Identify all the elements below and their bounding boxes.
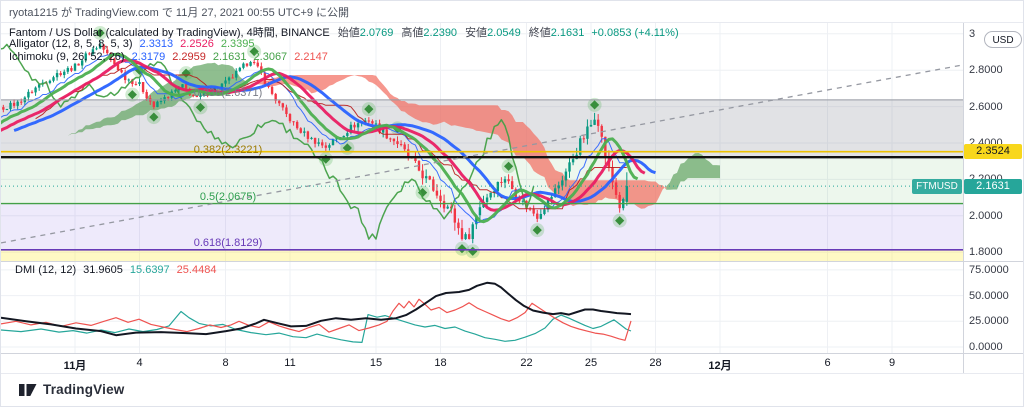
legend-ohlc-label: 安値 bbox=[465, 27, 488, 39]
price-tick-label: 3 bbox=[969, 28, 976, 40]
legend-indicator-value: 15.6397 bbox=[129, 264, 170, 276]
price-tick-label: 2.6000 bbox=[969, 100, 1003, 113]
time-tick-label: 4 bbox=[136, 357, 143, 369]
legend-indicator-value: 2.2526 bbox=[180, 38, 214, 50]
time-tick-label: 11月 bbox=[63, 360, 87, 372]
hline-price-badge: 2.3524 bbox=[964, 144, 1022, 160]
legend-ohlc-label: 始値 bbox=[337, 27, 360, 39]
legend-indicator-value: 2.3313 bbox=[139, 38, 174, 50]
legend-dmi-name: DMI (12, 12) bbox=[15, 264, 77, 276]
fib-level-label: 0.5(2.0675) bbox=[199, 190, 257, 203]
candlestick-series bbox=[2, 40, 629, 244]
publish-info[interactable]: ryota1215 が TradingView.com で 11月 27, 20… bbox=[9, 7, 350, 19]
time-tick-label: 9 bbox=[888, 357, 896, 369]
time-tick-label: 6 bbox=[824, 357, 831, 369]
legend-ohlc-value: 2.0549 bbox=[487, 27, 521, 39]
legend-ohlc-value: 2.2390 bbox=[423, 27, 458, 39]
legend-ohlc-pair: 安値2.0549 bbox=[465, 27, 521, 39]
legend-symbol-title: Fantom / US Dollar (calculated by Tradin… bbox=[9, 27, 330, 39]
fib-level-label: 0.236(2.6371) bbox=[193, 86, 263, 99]
dmi-pane bbox=[1, 281, 632, 343]
legend-ohlc-pair: 始値2.0769 bbox=[338, 27, 394, 39]
time-tick-label: 25 bbox=[584, 357, 598, 369]
price-tick-label: 2.8000 bbox=[969, 64, 1003, 77]
legend-ohlc-pair: 終値2.1631 bbox=[529, 27, 585, 39]
fractal-markers bbox=[93, 25, 627, 259]
tradingview-logo-text: TradingView bbox=[43, 382, 125, 397]
dmi-tick-label: 25.0000 bbox=[969, 315, 1009, 328]
legend-indicator-value: 2.2959 bbox=[172, 51, 206, 63]
legend-alligator-row[interactable]: Alligator (12, 8, 5, 8, 5, 3) 2.3313 2.252… bbox=[9, 38, 254, 50]
legend-indicator-value: 2.3395 bbox=[220, 38, 255, 50]
dmi-tick-label: 75.0000 bbox=[969, 263, 1009, 276]
level-lines bbox=[1, 64, 963, 251]
legend-indicator-value: 2.3179 bbox=[131, 51, 166, 63]
dmi-tick-label: 50.0000 bbox=[969, 289, 1009, 302]
price-tick-label: 2.0000 bbox=[969, 209, 1003, 222]
dmi-tick-label: 0.0000 bbox=[969, 341, 1003, 353]
time-tick-label: 18 bbox=[434, 357, 447, 369]
last-price-badge: 2.1631 bbox=[964, 178, 1022, 194]
time-tick-label: 15 bbox=[369, 357, 383, 369]
time-tick-label: 28 bbox=[649, 357, 662, 369]
fib-level-label: 0.382(2.3221) bbox=[193, 144, 263, 157]
time-tick-label: 12月 bbox=[708, 360, 732, 372]
grid-lines bbox=[1, 23, 963, 353]
currency-toggle-button[interactable]: USD bbox=[984, 31, 1022, 48]
tradingview-logo-icon bbox=[19, 383, 37, 396]
tradingview-logo[interactable]: TradingView bbox=[19, 382, 124, 397]
legend-ohlc-value: 2.0769 bbox=[359, 27, 394, 39]
legend-ohlc-pair: 高値2.2390 bbox=[401, 27, 457, 39]
price-tick-label: 1.8000 bbox=[969, 246, 1003, 259]
time-tick-label: 11 bbox=[284, 357, 296, 369]
legend-change: +0.0853 (+4.11%) bbox=[591, 27, 679, 39]
indicator-lines bbox=[1, 43, 656, 240]
pane-separators bbox=[1, 22, 1023, 374]
legend-indicator-value: 31.9605 bbox=[83, 264, 123, 276]
symbol-price-tag: FTMUSD bbox=[912, 178, 962, 194]
legend-ohlc-label: 終値 bbox=[528, 27, 551, 39]
fib-level-label: 0.618(1.8129) bbox=[193, 236, 263, 249]
legend-dmi-row[interactable]: DMI (12, 12) 31.9605 15.6397 25.4484 bbox=[15, 264, 216, 276]
legend-indicator-value: 2.3067 bbox=[253, 51, 288, 63]
legend-indicator-value: 2.1631 bbox=[212, 51, 247, 63]
legend-ohlc-value: 2.1631 bbox=[550, 27, 585, 39]
legend-alligator-name: Alligator (12, 8, 5, 8, 5, 3) bbox=[9, 38, 133, 50]
legend-indicator-value: 25.4484 bbox=[176, 264, 217, 276]
time-tick-label: 22 bbox=[520, 357, 533, 369]
legend-ichimoku-name: Ichimoku (9, 26, 52, 26) bbox=[9, 51, 125, 63]
time-tick-label: 8 bbox=[222, 357, 229, 369]
legend-ichimoku-row[interactable]: Ichimoku (9, 26, 52, 26) 2.3179 2.2959 2.16… bbox=[9, 51, 328, 63]
legend-symbol-row[interactable]: Fantom / US Dollar (calculated by Tradin… bbox=[9, 24, 679, 40]
legend-ohlc-label: 高値 bbox=[401, 27, 424, 39]
legend-indicator-value: 2.2147 bbox=[294, 51, 328, 63]
